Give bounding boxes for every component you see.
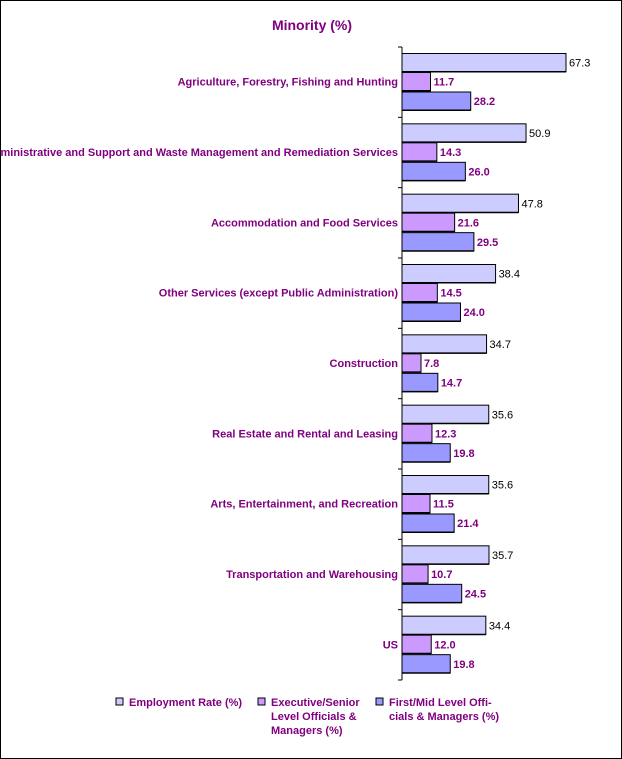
bar — [401, 443, 451, 463]
data-label: 24.5 — [465, 588, 486, 600]
legend: Employment Rate (%) Executive/Senior Level… — [115, 697, 499, 737]
data-label: 14.3 — [440, 147, 461, 159]
data-label: 47.8 — [521, 198, 542, 210]
bar — [401, 123, 527, 143]
category-label: Agriculture, Forestry, Fishing and Hunti… — [178, 77, 398, 89]
bar — [401, 264, 497, 284]
bar — [401, 283, 438, 303]
bar — [401, 404, 490, 424]
data-label: 50.9 — [529, 128, 550, 140]
chart-title: Minority (%) — [272, 17, 352, 33]
category-label: Transportation and Warehousing — [226, 569, 398, 581]
data-label: 10.7 — [431, 569, 452, 581]
bar — [401, 353, 422, 373]
data-label: 67.3 — [569, 58, 590, 70]
data-label: 34.4 — [489, 620, 510, 632]
category-label: Accommodation and Food Services — [211, 217, 398, 229]
data-label: 12.0 — [434, 639, 455, 651]
data-label: 34.7 — [490, 339, 511, 351]
data-label: 19.8 — [453, 659, 474, 671]
legend-swatch — [375, 697, 384, 706]
data-label: 14.5 — [440, 288, 461, 300]
bar — [401, 494, 431, 514]
legend-label: Managers (%) — [271, 725, 343, 737]
category-label: Other Services (except Public Administra… — [159, 288, 399, 300]
bar — [401, 302, 461, 322]
bar — [401, 634, 432, 654]
bar — [401, 334, 488, 354]
category-label: Construction — [330, 358, 399, 370]
bar — [401, 193, 519, 213]
data-label: 11.7 — [434, 77, 455, 89]
legend-label: Level Officials & — [271, 711, 357, 723]
bar — [401, 513, 455, 533]
legend-swatch — [257, 697, 266, 706]
category-label: Administrative and Support and Waste Man… — [1, 147, 398, 159]
data-label: 14.7 — [441, 377, 462, 389]
data-label: 12.3 — [435, 428, 456, 440]
bar — [401, 142, 438, 162]
data-label: 7.8 — [424, 358, 439, 370]
bar — [401, 72, 432, 92]
bar — [401, 91, 472, 111]
bar — [401, 615, 487, 635]
bar — [401, 232, 475, 252]
category-label: Arts, Entertainment, and Recreation — [210, 499, 398, 511]
data-label: 11.5 — [433, 499, 454, 511]
bar — [401, 654, 451, 674]
legend-label: Employment Rate (%) — [129, 697, 242, 709]
bar — [401, 161, 466, 182]
data-label: 38.4 — [499, 269, 520, 281]
bar — [401, 545, 490, 565]
data-label: 35.7 — [492, 550, 513, 562]
legend-swatch — [115, 697, 124, 706]
data-label: 21.4 — [457, 518, 479, 530]
data-label: 28.2 — [474, 96, 495, 108]
bar — [401, 475, 490, 495]
legend-label: First/Mid Level Offi- — [389, 697, 492, 709]
data-label: 19.8 — [453, 448, 474, 460]
bar — [401, 212, 456, 232]
plot-area: Agriculture, Forestry, Fishing and Hunti… — [1, 46, 590, 681]
bar — [401, 423, 433, 443]
data-label: 24.0 — [463, 307, 484, 319]
category-label: US — [383, 639, 398, 651]
bar — [401, 583, 463, 604]
bar — [401, 372, 439, 393]
data-label: 29.5 — [477, 237, 498, 249]
category-label: Real Estate and Rental and Leasing — [212, 428, 398, 440]
data-label: 21.6 — [458, 217, 479, 229]
data-label: 35.6 — [492, 480, 513, 492]
bar — [401, 564, 429, 584]
bar — [401, 53, 567, 73]
data-label: 35.6 — [492, 409, 513, 421]
legend-label: cials & Managers (%) — [389, 711, 499, 723]
data-label: 26.0 — [468, 166, 489, 178]
legend-label: Executive/Senior — [271, 697, 360, 709]
